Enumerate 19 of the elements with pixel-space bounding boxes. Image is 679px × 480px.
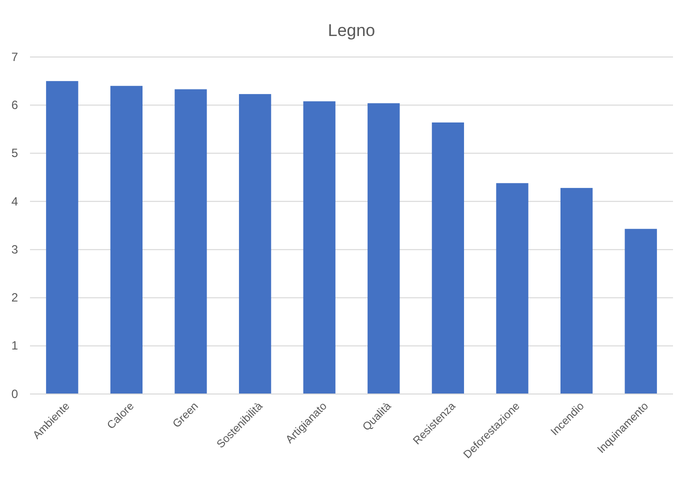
y-tick-label: 4 xyxy=(11,194,18,208)
bar xyxy=(624,228,657,394)
y-tick-label: 6 xyxy=(11,98,18,112)
bar xyxy=(238,94,272,394)
bar xyxy=(432,122,464,394)
y-tick-label: 5 xyxy=(11,146,18,160)
bar xyxy=(496,183,528,394)
y-tick-label: 0 xyxy=(11,386,18,401)
bar xyxy=(174,89,207,394)
bar xyxy=(46,81,78,394)
y-tick-label: 2 xyxy=(11,290,18,305)
bar xyxy=(303,101,336,394)
y-tick-label: 1 xyxy=(11,338,18,353)
chart-title: Legno xyxy=(328,21,376,40)
bar xyxy=(110,86,143,394)
bar xyxy=(560,188,593,394)
y-tick-label: 7 xyxy=(11,50,18,64)
y-tick-label: 3 xyxy=(11,242,18,256)
bar xyxy=(368,103,400,394)
